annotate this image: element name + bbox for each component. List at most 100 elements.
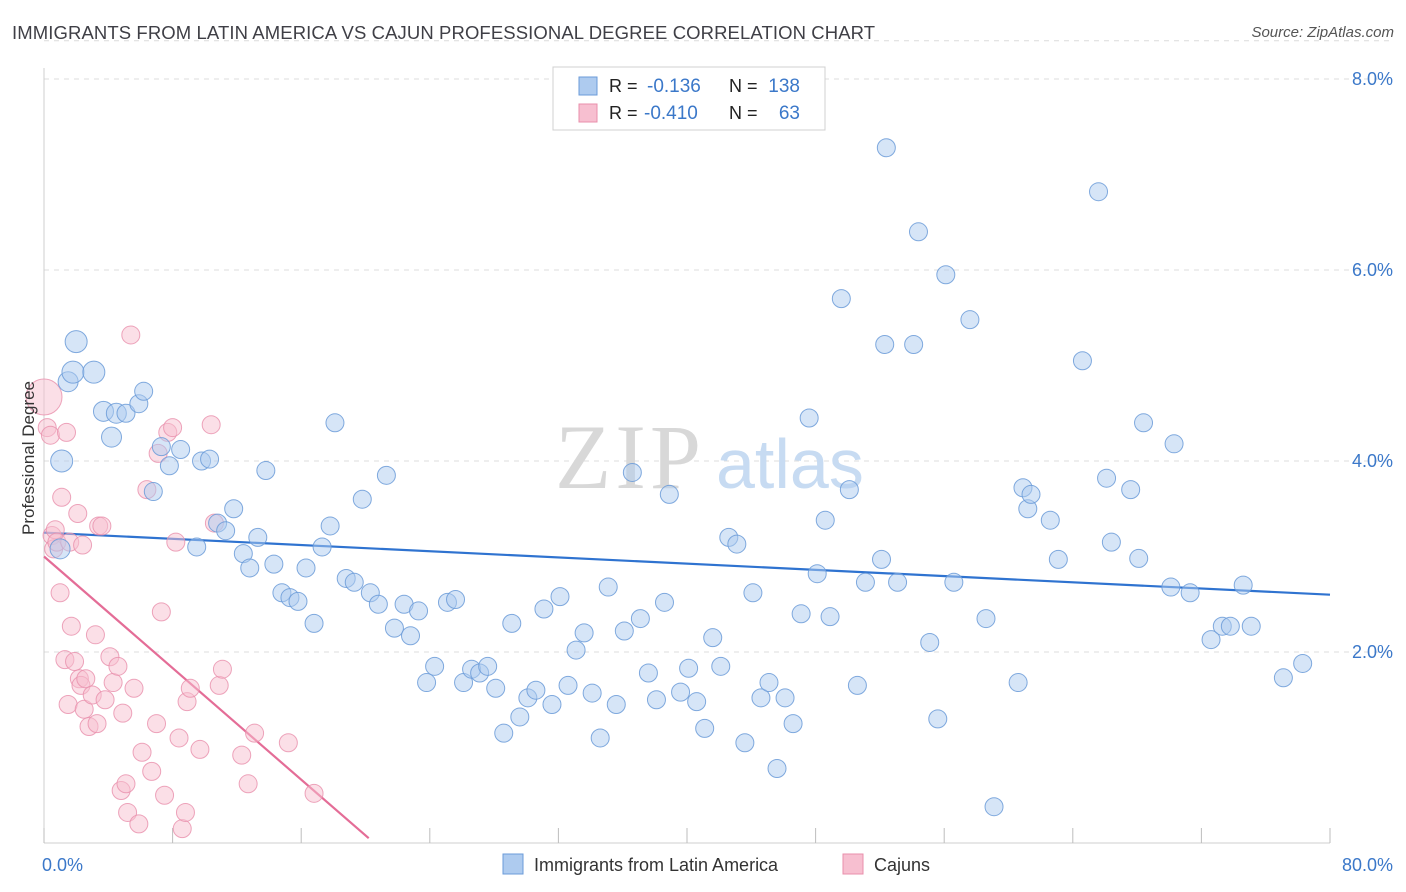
legend-top: R = -0.136 N = 138 R = -0.410 N = 63 (552, 66, 826, 131)
cajun-point (201, 415, 221, 435)
latin-america-point (216, 521, 236, 541)
latin-america-point (510, 707, 530, 727)
latin-america-point (134, 381, 154, 401)
latin-america-point (614, 621, 634, 641)
latin-america-point (876, 138, 896, 158)
latin-america-point (888, 572, 908, 592)
legend-top-n-label-2: N = (729, 103, 758, 123)
latin-america-point (296, 558, 316, 578)
latin-america-point (558, 675, 578, 695)
cajun-point (50, 583, 70, 603)
latin-america-point (446, 589, 466, 609)
cajun-point (132, 742, 152, 762)
legend-top-r-value-2: -0.410 (644, 103, 698, 124)
legend-top-swatch-pink (578, 103, 598, 123)
legend-bottom: Immigrants from Latin America Cajuns (502, 853, 930, 875)
cajun-point (108, 656, 128, 676)
cajun-point (212, 659, 232, 679)
latin-america-point (622, 462, 642, 482)
latin-america-point (638, 663, 658, 683)
latin-america-point (151, 437, 171, 457)
cajun-point (57, 422, 77, 442)
latin-america-point (654, 592, 674, 612)
latin-america-point (384, 618, 404, 638)
latin-america-point (875, 334, 895, 354)
cajun-point (103, 673, 123, 693)
cajun-point (232, 745, 252, 765)
cajun-point (166, 532, 186, 552)
latin-america-point (409, 601, 429, 621)
latin-america-point (1201, 630, 1221, 650)
latin-america-point (751, 688, 771, 708)
latin-america-point (1134, 413, 1154, 433)
latin-america-point (401, 626, 421, 646)
latin-america-point (288, 591, 308, 611)
latin-america-point (344, 572, 364, 592)
latin-america-point (695, 718, 715, 738)
latin-america-point (425, 656, 445, 676)
cajun-point (116, 774, 136, 794)
latin-america-point (264, 554, 284, 574)
latin-america-point (735, 733, 755, 753)
latin-america-point (820, 607, 840, 627)
latin-america-point (582, 683, 602, 703)
cajun-point (74, 699, 94, 719)
latin-america-point (368, 594, 388, 614)
legend-bottom-swatch-blue (502, 853, 524, 875)
cajun-point (209, 675, 229, 695)
latin-america-point (1040, 510, 1060, 530)
latin-america-point (1164, 434, 1184, 454)
latin-america-point (679, 658, 699, 678)
y-tick-labels: 2.0% 4.0% 6.0% 8.0% (1352, 69, 1393, 662)
latin-america-point (759, 673, 779, 693)
y-tick-label-3: 8.0% (1352, 69, 1393, 89)
latin-america-point (50, 449, 74, 473)
cajun-point (163, 418, 183, 438)
cajun-point (151, 602, 171, 622)
latin-america-point (352, 489, 372, 509)
latin-america-point (807, 564, 827, 584)
latin-america-point (1233, 575, 1253, 595)
cajun-point (95, 690, 115, 710)
latin-america-point (1021, 484, 1041, 504)
latin-america-point (159, 456, 179, 476)
cajun-point (73, 535, 93, 555)
legend-top-n-value-2: 63 (779, 103, 800, 124)
latin-america-point (502, 613, 522, 633)
cajun-point (25, 378, 63, 416)
latin-america-point (417, 673, 437, 693)
cajun-point (40, 425, 60, 445)
latin-america-point (767, 759, 787, 779)
cajun-point (76, 669, 96, 689)
latin-america-point (703, 628, 723, 648)
latin-america-point (928, 709, 948, 729)
x-tick-label-max: 80.0% (1342, 855, 1393, 875)
latin-america-point (1161, 577, 1181, 597)
cajuns-points (25, 325, 324, 839)
latin-america-point (1101, 532, 1121, 552)
latin-america-point (116, 403, 136, 423)
latin-america-point (783, 714, 803, 734)
latin-america-point (671, 682, 691, 702)
latin-america-point (606, 695, 626, 715)
cajun-point (172, 819, 192, 839)
cajun-point (169, 728, 189, 748)
y-tick-label-0: 2.0% (1352, 642, 1393, 662)
latin-america-point (687, 692, 707, 712)
cajun-point (92, 516, 112, 536)
latin-america-point (630, 609, 650, 629)
latin-america-point (240, 558, 260, 578)
y-tick-label-1: 4.0% (1352, 451, 1393, 471)
latin-america-point (486, 678, 506, 698)
latin-america-point (550, 587, 570, 607)
latin-america-point (944, 572, 964, 592)
latin-america-point (200, 449, 220, 469)
latin-america-point (839, 480, 859, 500)
legend-bottom-swatch-pink (842, 853, 864, 875)
latin-america-point (590, 728, 610, 748)
chart-source: Source: ZipAtlas.com (1251, 24, 1394, 41)
latin-america-point (775, 688, 795, 708)
latin-america-point (1220, 616, 1240, 636)
latin-america-point (534, 599, 554, 619)
latin-america-point (1097, 468, 1117, 488)
